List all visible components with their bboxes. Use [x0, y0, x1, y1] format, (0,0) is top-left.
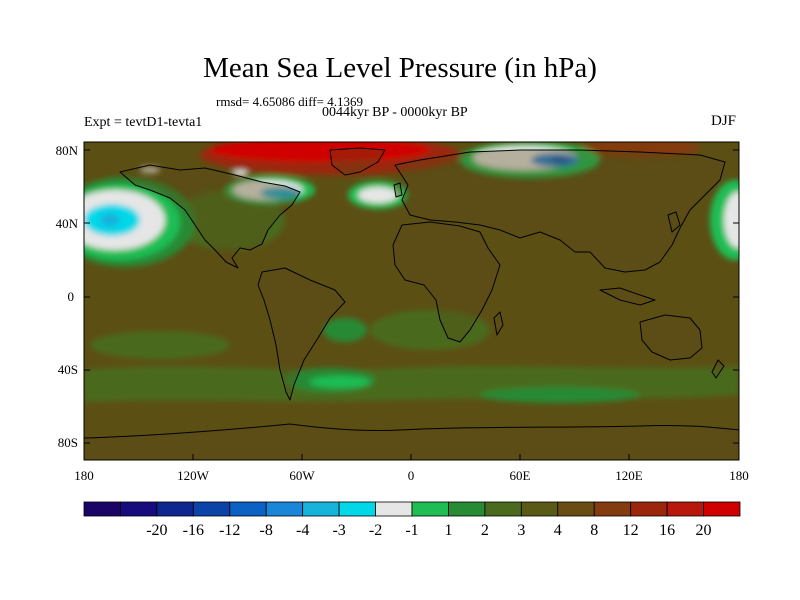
colorbar-swatch	[156, 501, 194, 517]
south-atlantic-bright	[310, 376, 370, 388]
canada-low-blue	[260, 187, 300, 199]
colorbar-swatch	[265, 501, 304, 517]
north-pacific-right-white	[724, 192, 739, 248]
alaska-white	[140, 167, 160, 173]
southern-ocean-band	[84, 366, 739, 402]
colorbar-tick-label: -2	[368, 522, 383, 539]
lat-label-0: 0	[67, 289, 75, 304]
colorbar-tick-label: 3	[517, 522, 526, 539]
colorbar-tick-label: -1	[405, 522, 419, 539]
colorbar	[83, 501, 741, 517]
lon-label-120w: 120W	[177, 468, 209, 483]
lat-label-40n: 40N	[55, 216, 78, 231]
map-background-field	[84, 142, 739, 460]
pressure-anomaly-field	[84, 142, 739, 403]
lon-label-180-west: 180	[74, 468, 94, 483]
north-pacific-green	[175, 190, 285, 250]
colorbar-swatch	[83, 501, 121, 517]
colorbar-tick-label: -8	[259, 522, 273, 539]
colorbar-swatch	[338, 501, 376, 517]
australia-coast	[639, 314, 703, 361]
season-label: DJF	[711, 113, 737, 129]
antarctica-coast	[84, 423, 739, 460]
colorbar-swatch	[630, 501, 668, 517]
colorbar-tick-label: -20	[146, 522, 168, 539]
colorbar-swatch	[520, 501, 559, 517]
colorbar-swatch	[302, 501, 340, 517]
south-indian-green	[480, 387, 640, 403]
lat-label-80n: 80N	[55, 143, 78, 158]
central-atlantic-green	[323, 318, 367, 342]
experiment-label: Expt = tevtD1-tevta1	[84, 115, 203, 130]
map-title: Mean Sea Level Pressure (in hPa)	[203, 52, 597, 84]
lon-label-60w: 60W	[289, 468, 315, 483]
colorbar-tick-label: 2	[480, 522, 489, 539]
arctic-red-high	[210, 142, 430, 162]
maritime-continent-coast	[599, 287, 656, 306]
latitude-ticks	[84, 149, 739, 444]
eurasia-coast	[394, 149, 726, 273]
colorbar-swatch	[666, 501, 704, 517]
colorbar-tick-label: -12	[219, 522, 241, 539]
colorbar-swatch	[484, 501, 522, 517]
atlantic-low-white	[358, 187, 398, 203]
lon-label-60e: 60E	[509, 468, 531, 483]
colorbar-swatch	[120, 501, 158, 517]
rmsd-diff-stats: rmsd= 4.65086 diff= 4.1369	[216, 94, 363, 109]
hudson-white	[232, 170, 248, 176]
lon-label-120e: 120E	[615, 468, 643, 483]
colorbar-swatch	[557, 501, 595, 517]
colorbar-tick-label: 12	[622, 522, 639, 539]
south-pacific-green	[90, 331, 230, 359]
colorbar-swatch	[703, 501, 741, 517]
colorbar-tick-label: 4	[553, 522, 562, 539]
colorbar-tick-label: -3	[332, 522, 346, 539]
north-america-coast	[119, 164, 301, 269]
equatorial-atlantic	[370, 310, 490, 350]
colorbar-tick-label: 16	[659, 522, 676, 539]
japan-coast	[667, 211, 681, 233]
greenland-coast	[329, 147, 386, 176]
madagascar-coast	[493, 311, 504, 336]
colorbar-tick-label: 20	[695, 522, 712, 539]
colorbar-swatch	[192, 501, 231, 517]
colorbar-tick-label: -4	[295, 522, 310, 539]
british-isles-coast	[393, 182, 403, 198]
new-zealand-coast	[711, 359, 725, 379]
period-label: 0044kyr BP - 0000kyr BP	[322, 105, 468, 120]
colorbar-swatch	[229, 501, 267, 517]
lon-label-180-east: 180	[729, 468, 749, 483]
south-america-coast	[257, 267, 346, 401]
lat-label-40s: 40S	[57, 362, 78, 377]
colorbar-tick-label: -16	[182, 522, 204, 539]
lat-label-80s: 80S	[57, 435, 78, 450]
colorbar-tick-label: 1	[444, 522, 453, 539]
coastlines	[84, 147, 739, 460]
colorbar-swatch	[375, 501, 413, 517]
colorbar-swatch	[448, 501, 486, 517]
lon-label-0: 0	[407, 468, 415, 483]
colorbar-tick-label: 8	[590, 522, 599, 539]
colorbar-swatch	[593, 501, 632, 517]
barents-low-core	[550, 156, 570, 164]
colorbar-swatch	[411, 501, 449, 517]
africa-coast	[392, 221, 501, 343]
north-pacific-low-core	[100, 213, 120, 227]
longitude-ticks	[83, 454, 740, 460]
